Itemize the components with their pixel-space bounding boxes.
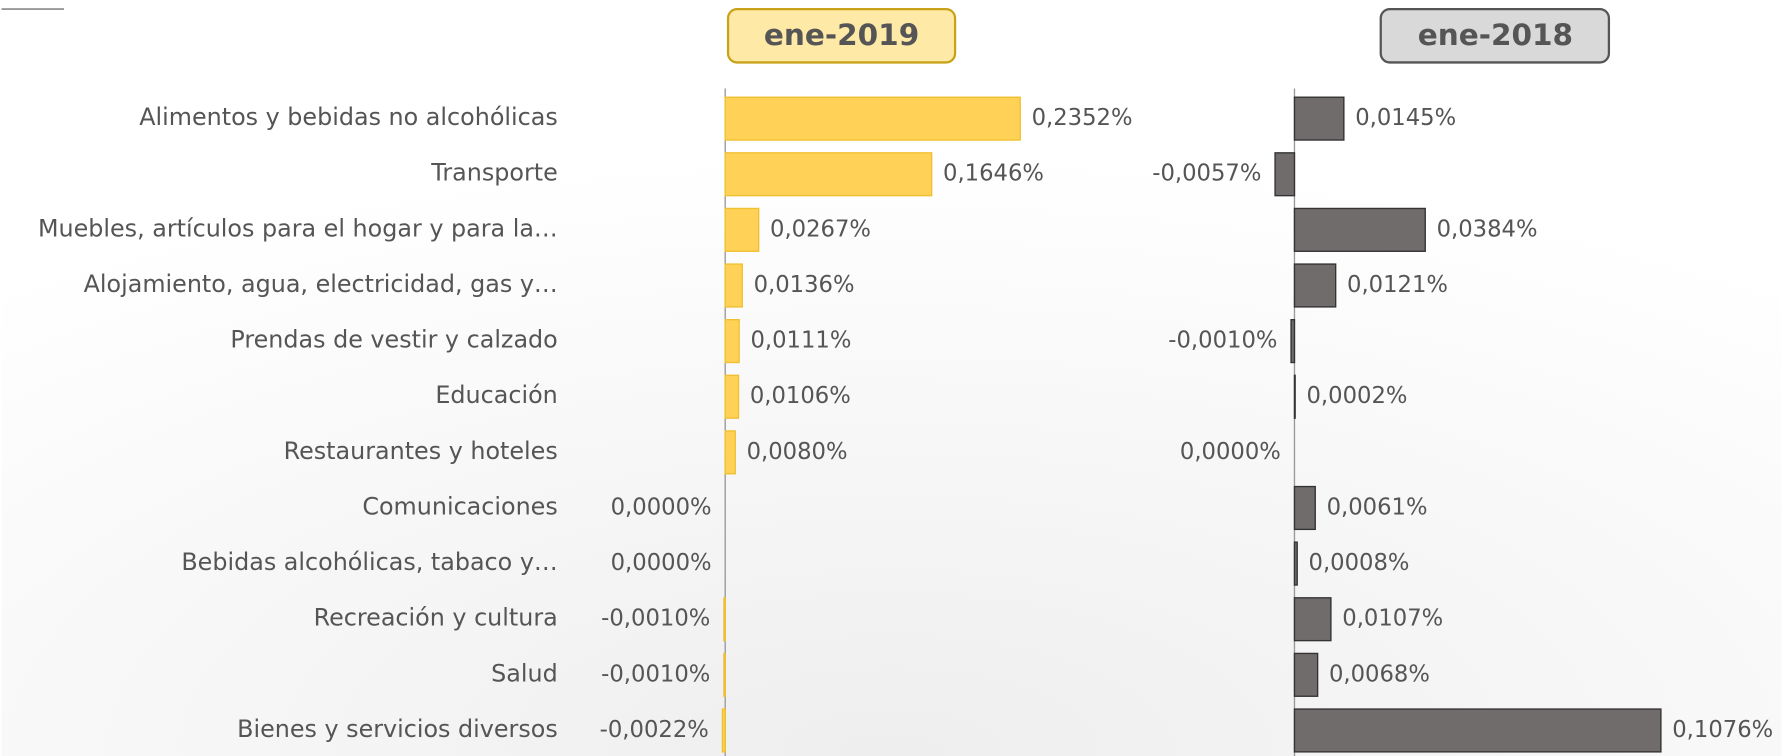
header-box [726, 7, 957, 64]
value-label: -0,0010% [601, 661, 710, 687]
value-label: 0,0000% [1180, 439, 1281, 465]
value-label: -0,0057% [1152, 161, 1261, 187]
bar [1293, 541, 1298, 586]
panel-title: ene-2019 [764, 18, 919, 52]
bar [723, 597, 726, 642]
value-label: 0,0111% [750, 328, 851, 354]
bar [724, 374, 740, 419]
bar [1293, 652, 1319, 697]
value-label: 0,0008% [1309, 550, 1410, 576]
value-label: 0,0061% [1327, 494, 1428, 520]
value-label: -0,0010% [1168, 328, 1277, 354]
header-box [1379, 7, 1611, 64]
bar [724, 96, 1021, 141]
category-label: Recreación y cultura [314, 604, 558, 632]
value-label: 0,1646% [943, 161, 1044, 187]
bar [721, 708, 726, 753]
category-label: Comunicaciones [362, 492, 557, 520]
value-label: 0,2352% [1032, 105, 1133, 131]
value-label: -0,0022% [600, 717, 709, 743]
bar [724, 263, 743, 308]
bar [1293, 374, 1296, 419]
value-label: 0,1076% [1672, 717, 1773, 743]
bar [1274, 152, 1296, 197]
value-label: -0,0010% [601, 606, 710, 632]
category-label: Bienes y servicios diversos [237, 715, 558, 743]
category-label: Educación [435, 381, 557, 409]
bar [1293, 485, 1316, 531]
bar [724, 152, 933, 197]
value-label: 0,0107% [1342, 606, 1443, 632]
value-label: 0,0000% [611, 494, 712, 520]
value-label: 0,0080% [747, 439, 848, 465]
value-label: 0,0136% [754, 272, 855, 298]
value-label: 0,0384% [1437, 216, 1538, 242]
bar [1290, 319, 1296, 364]
value-label: 0,0121% [1347, 272, 1448, 298]
category-label: Alojamiento, agua, electricidad, gas y… [84, 270, 558, 298]
bar [1293, 207, 1426, 252]
value-label: 0,0002% [1307, 383, 1408, 409]
bar [1293, 708, 1662, 753]
panel-title: ene-2018 [1418, 18, 1573, 52]
value-label: 0,0068% [1329, 661, 1430, 687]
value-label: 0,0106% [750, 383, 851, 409]
category-label: Alimentos y bebidas no alcohólicas [139, 103, 558, 131]
category-label: Restaurantes y hoteles [284, 437, 558, 465]
bar [724, 430, 736, 475]
bar [1293, 263, 1337, 308]
bar [724, 207, 760, 252]
category-label: Salud [491, 659, 558, 687]
category-label: Transporte [430, 159, 557, 187]
value-label: 0,0000% [611, 550, 712, 576]
category-label: Prendas de vestir y calzado [230, 326, 557, 354]
bar [1293, 96, 1345, 141]
bar [1293, 597, 1332, 642]
bar [723, 652, 726, 697]
category-label: Muebles, artículos para el hogar y para … [38, 214, 558, 242]
value-label: 0,0267% [770, 216, 871, 242]
value-label: 0,0145% [1355, 105, 1456, 131]
bar [724, 319, 740, 364]
category-label: Bebidas alcohólicas, tabaco y… [181, 548, 557, 576]
